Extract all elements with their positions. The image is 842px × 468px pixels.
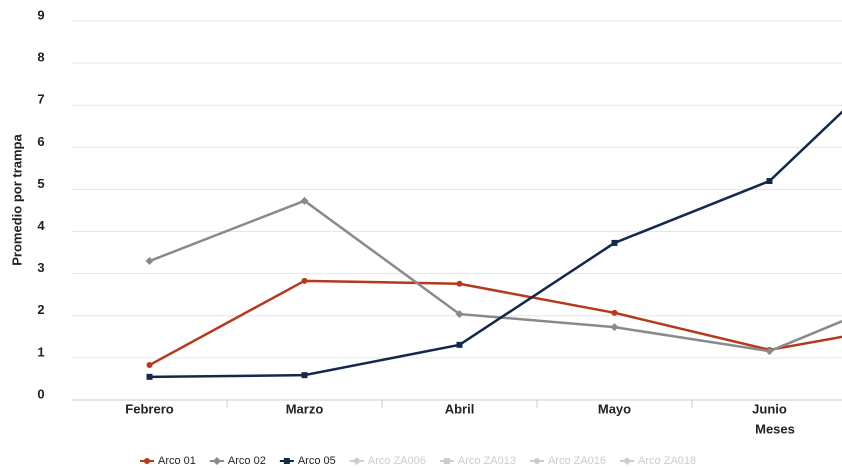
- marker: [611, 239, 618, 246]
- marker: [145, 257, 154, 266]
- legend-label[interactable]: Arco ZA013: [458, 455, 516, 467]
- x-tick-label: Junio: [752, 401, 787, 416]
- y-tick-label: 0: [37, 386, 44, 401]
- x-axis-title: Meses: [755, 421, 795, 436]
- marker: [300, 196, 309, 205]
- y-tick-label: 4: [37, 218, 45, 233]
- marker: [301, 277, 308, 284]
- marker: [455, 310, 464, 319]
- series-line: [149, 110, 842, 379]
- legend-label[interactable]: Arco ZA006: [368, 455, 426, 467]
- marker: [146, 373, 153, 380]
- y-tick-label: 3: [37, 260, 44, 275]
- plot-area: [145, 110, 842, 380]
- y-tick-label: 7: [37, 92, 44, 107]
- marker: [443, 458, 450, 464]
- legend: Arco 01 Arco 02 Arco 05 Arco ZA006 Arco ZA01…: [140, 455, 696, 467]
- legend-label[interactable]: Arco ZA016: [548, 455, 606, 467]
- y-tick-label: 6: [37, 134, 44, 149]
- marker: [283, 458, 290, 464]
- marker: [766, 178, 773, 185]
- y-axis-title: Promedio por trampa: [9, 133, 24, 265]
- y-tick-label: 9: [37, 7, 44, 22]
- marker: [611, 309, 618, 316]
- y-tick-label: 5: [37, 176, 44, 191]
- marker: [765, 347, 774, 356]
- x-tick-label: Abril: [445, 401, 475, 416]
- grid: 0 1 2 3 4 5 6 7 8 9 Febrero Marzo Abril Mayo Junio: [37, 7, 842, 416]
- legend-label[interactable]: Arco 01: [158, 455, 196, 467]
- series-line: [149, 199, 842, 353]
- marker: [623, 457, 632, 465]
- legend-label[interactable]: Arco ZA018: [638, 455, 696, 467]
- marker: [352, 457, 361, 465]
- y-tick-label: 1: [37, 344, 44, 359]
- marker: [146, 362, 153, 369]
- x-tick-label: Marzo: [286, 401, 324, 416]
- legend-label[interactable]: Arco 02: [228, 455, 266, 467]
- marker: [456, 280, 463, 287]
- marker: [212, 457, 221, 465]
- marker: [610, 323, 619, 332]
- marker: [533, 458, 540, 464]
- x-tick-label: Mayo: [598, 401, 631, 416]
- marker: [301, 372, 308, 379]
- marker: [144, 458, 150, 464]
- y-tick-label: 2: [37, 302, 44, 317]
- series-line: [148, 279, 842, 367]
- x-tick-label: Febrero: [125, 401, 173, 416]
- marker: [456, 341, 463, 348]
- legend-label[interactable]: Arco 05: [298, 455, 336, 467]
- y-tick-label: 8: [37, 50, 44, 65]
